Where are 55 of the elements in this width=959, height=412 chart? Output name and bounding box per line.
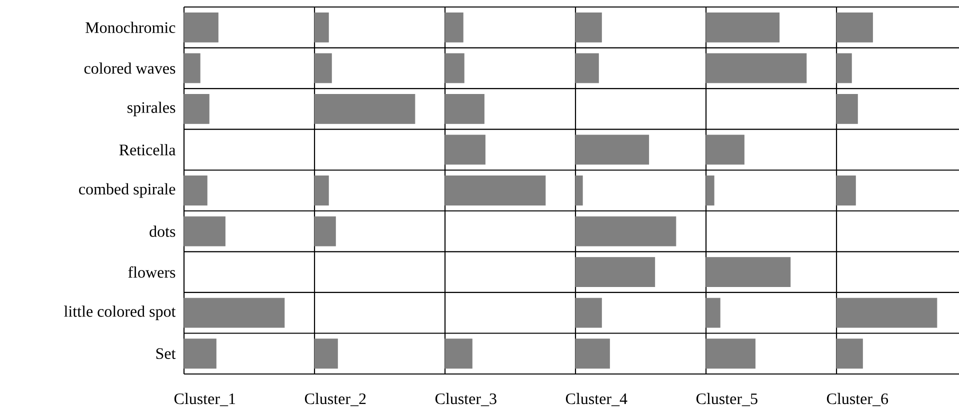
y-tick-label: dots	[150, 226, 176, 237]
x-axis-title: Cluster_1	[174, 392, 236, 406]
bar	[575, 176, 583, 206]
x-axis-title: Cluster_3	[435, 392, 496, 406]
bar	[836, 298, 938, 328]
bar	[706, 257, 791, 288]
bar	[575, 338, 610, 369]
bar	[575, 298, 602, 328]
y-tick-label: combed spirale	[79, 183, 176, 198]
bar	[575, 257, 656, 288]
y-tick-label: Set	[156, 348, 176, 359]
y-tick-label: colored waves	[84, 62, 176, 74]
y-tick-label: spirales	[128, 102, 176, 116]
bar	[706, 53, 807, 84]
bar	[184, 94, 210, 124]
bar	[314, 338, 338, 369]
bar	[836, 12, 873, 42]
x-axis-title: Cluster_2	[304, 392, 366, 406]
bar	[444, 94, 484, 124]
bar	[836, 176, 856, 206]
bar	[836, 53, 852, 84]
bar	[575, 216, 676, 246]
bar	[184, 338, 216, 369]
bar	[706, 338, 756, 369]
bar	[444, 53, 464, 84]
bar	[444, 176, 546, 206]
y-tick-label: little colored spot	[64, 306, 176, 320]
bar	[314, 94, 416, 124]
bar	[184, 176, 208, 206]
bar	[836, 94, 858, 124]
bar	[314, 53, 332, 84]
bar	[444, 12, 464, 42]
bar	[444, 134, 486, 165]
x-axis-title: Cluster_4	[566, 392, 628, 406]
bar	[184, 216, 226, 246]
bar	[314, 12, 329, 42]
bar	[575, 12, 602, 42]
bar	[706, 12, 780, 42]
y-tick-label: Monochromic	[86, 22, 176, 34]
bar	[184, 298, 285, 328]
bar	[706, 298, 720, 328]
y-tick-label: Reticella	[119, 144, 176, 156]
x-axis-title: Cluster_6	[826, 392, 888, 406]
bar	[314, 216, 336, 246]
y-tick-label: flowers	[128, 266, 176, 278]
bar	[836, 338, 863, 369]
bar	[575, 134, 650, 165]
bar	[314, 176, 329, 206]
bar	[184, 53, 200, 84]
x-axis-title: Cluster_5	[696, 392, 758, 406]
bar	[444, 338, 472, 369]
bar	[575, 53, 599, 84]
bar	[706, 134, 744, 165]
bar	[184, 12, 218, 42]
bar	[706, 176, 714, 206]
